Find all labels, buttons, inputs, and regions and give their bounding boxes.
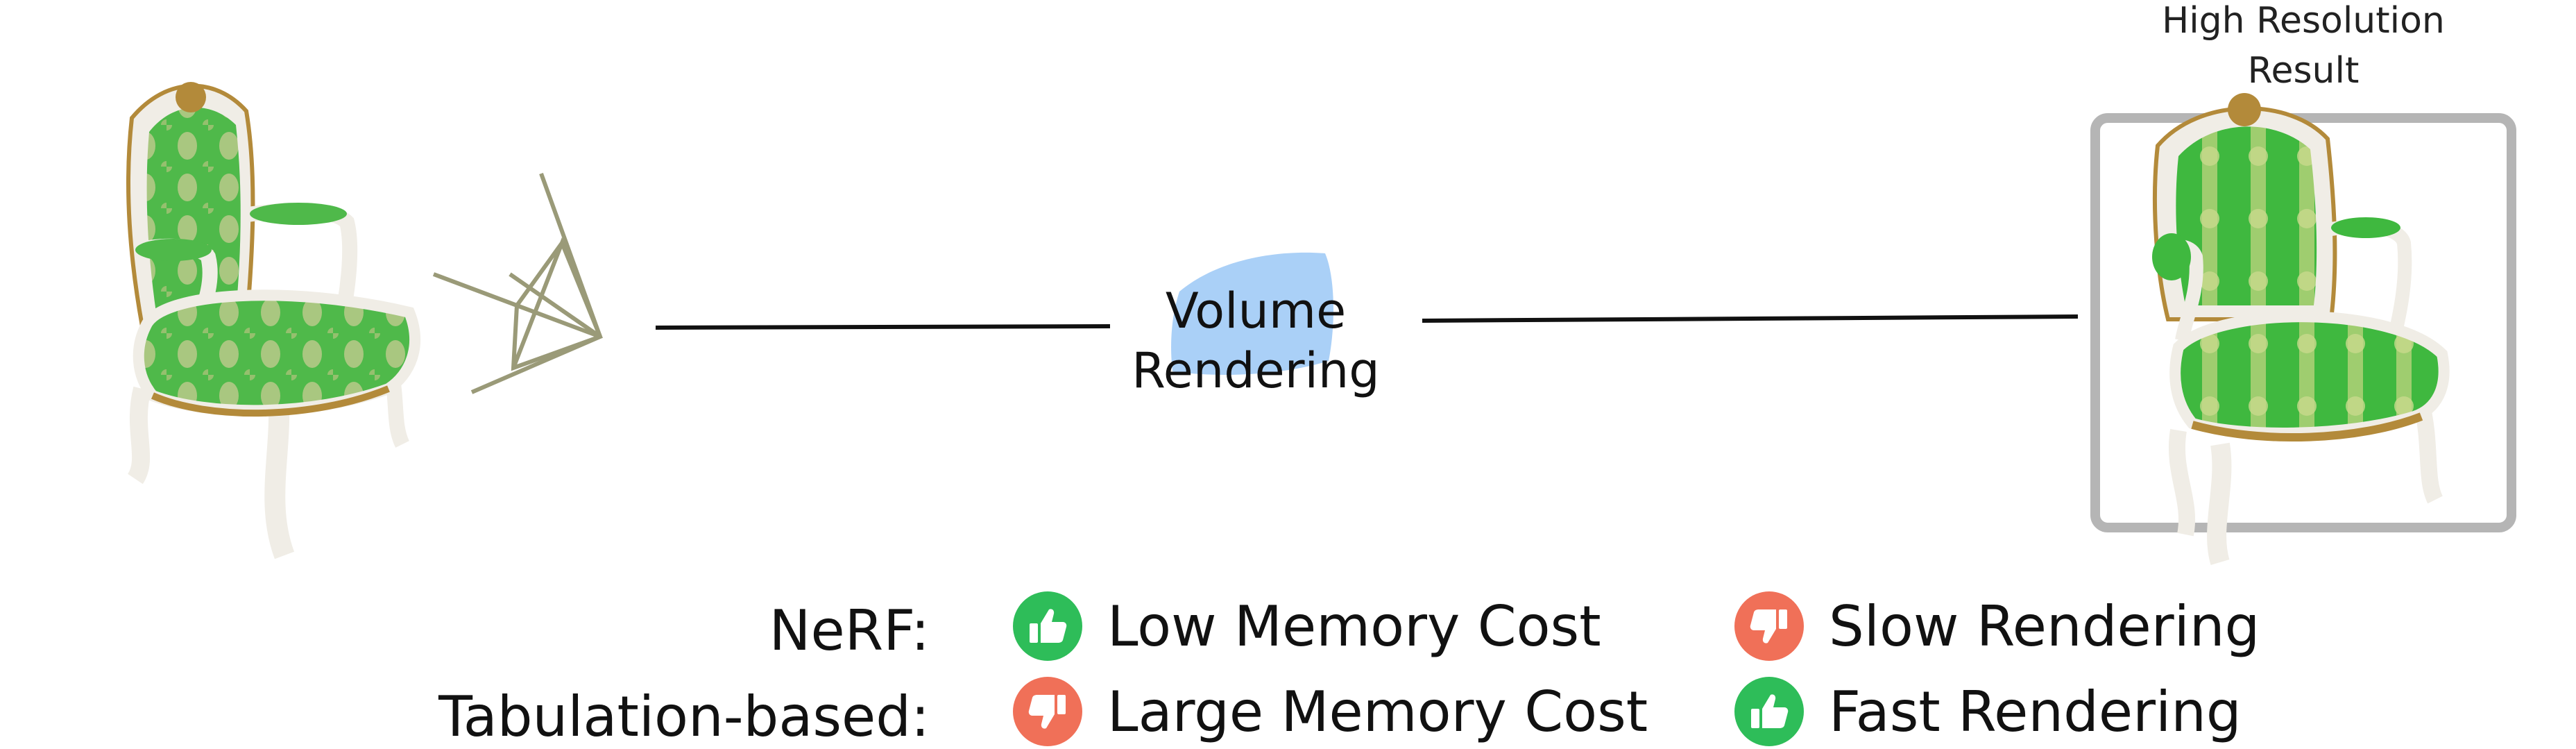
chair-crest [2228, 93, 2261, 126]
thumbs-down-icon [1013, 677, 1082, 746]
chair-crest [176, 82, 206, 112]
chair-seat-trim [2191, 412, 2423, 442]
tabulation-con-text: Fast Rendering [1829, 679, 2242, 744]
chair-arm-pad [2331, 217, 2400, 238]
result-caption-line2: Result [2247, 50, 2360, 92]
thumbs-down-icon [1734, 591, 1804, 661]
tabulation-pro-text: Large Memory Cost [1107, 679, 1648, 744]
flow-line-right [1422, 314, 2079, 323]
tabulation-con-item: Fast Rendering [1734, 677, 2242, 746]
input-chair-image [126, 82, 420, 559]
volume-label-line2: Rendering [1132, 342, 1380, 399]
result-caption: High Resolution Result [2137, 0, 2470, 96]
chair-back-upholstery [146, 107, 241, 312]
row-label-tabulation: Tabulation-based: [438, 684, 930, 749]
chair-arm-pad [135, 239, 212, 261]
thumb-glyph [1028, 695, 1066, 729]
result-chair-image [2152, 93, 2450, 566]
nerf-con-text: Slow Rendering [1829, 594, 2260, 659]
chair-arm-pad [250, 203, 347, 225]
result-caption-line1: High Resolution [2162, 0, 2445, 42]
chair-seat [133, 289, 420, 416]
volume-rendering-shape [1171, 252, 1333, 375]
chair-leg [2168, 429, 2196, 537]
thumb-glyph [1750, 609, 1787, 643]
nerf-pro-text: Low Memory Cost [1107, 594, 1601, 659]
thumb-glyph [1030, 609, 1067, 643]
thumb-glyph [1751, 694, 1789, 728]
camera-rays [432, 172, 603, 394]
chair-arm-pad [2152, 233, 2191, 280]
chair-seat-trim [151, 385, 390, 417]
volume-rendering-label: Volume Rendering [1110, 281, 1401, 401]
chair-leg [127, 386, 151, 485]
thumbs-up-icon [1013, 591, 1082, 661]
result-frame [2090, 113, 2516, 532]
chair-leg [2207, 442, 2232, 566]
flow-line-left [655, 324, 1111, 330]
ray-line [509, 272, 602, 339]
nerf-pro-item: Low Memory Cost [1013, 591, 1601, 661]
tabulation-pro-item: Large Memory Cost [1013, 677, 1648, 746]
thumbs-up-icon [1734, 677, 1804, 746]
chair-back-upholstery [2176, 126, 2317, 305]
camera-frame [511, 237, 603, 371]
chair-seat [2169, 311, 2450, 439]
row-label-nerf: NeRF: [769, 598, 930, 663]
nerf-con-item: Slow Rendering [1734, 591, 2260, 661]
volume-label-line1: Volume [1165, 283, 1347, 339]
